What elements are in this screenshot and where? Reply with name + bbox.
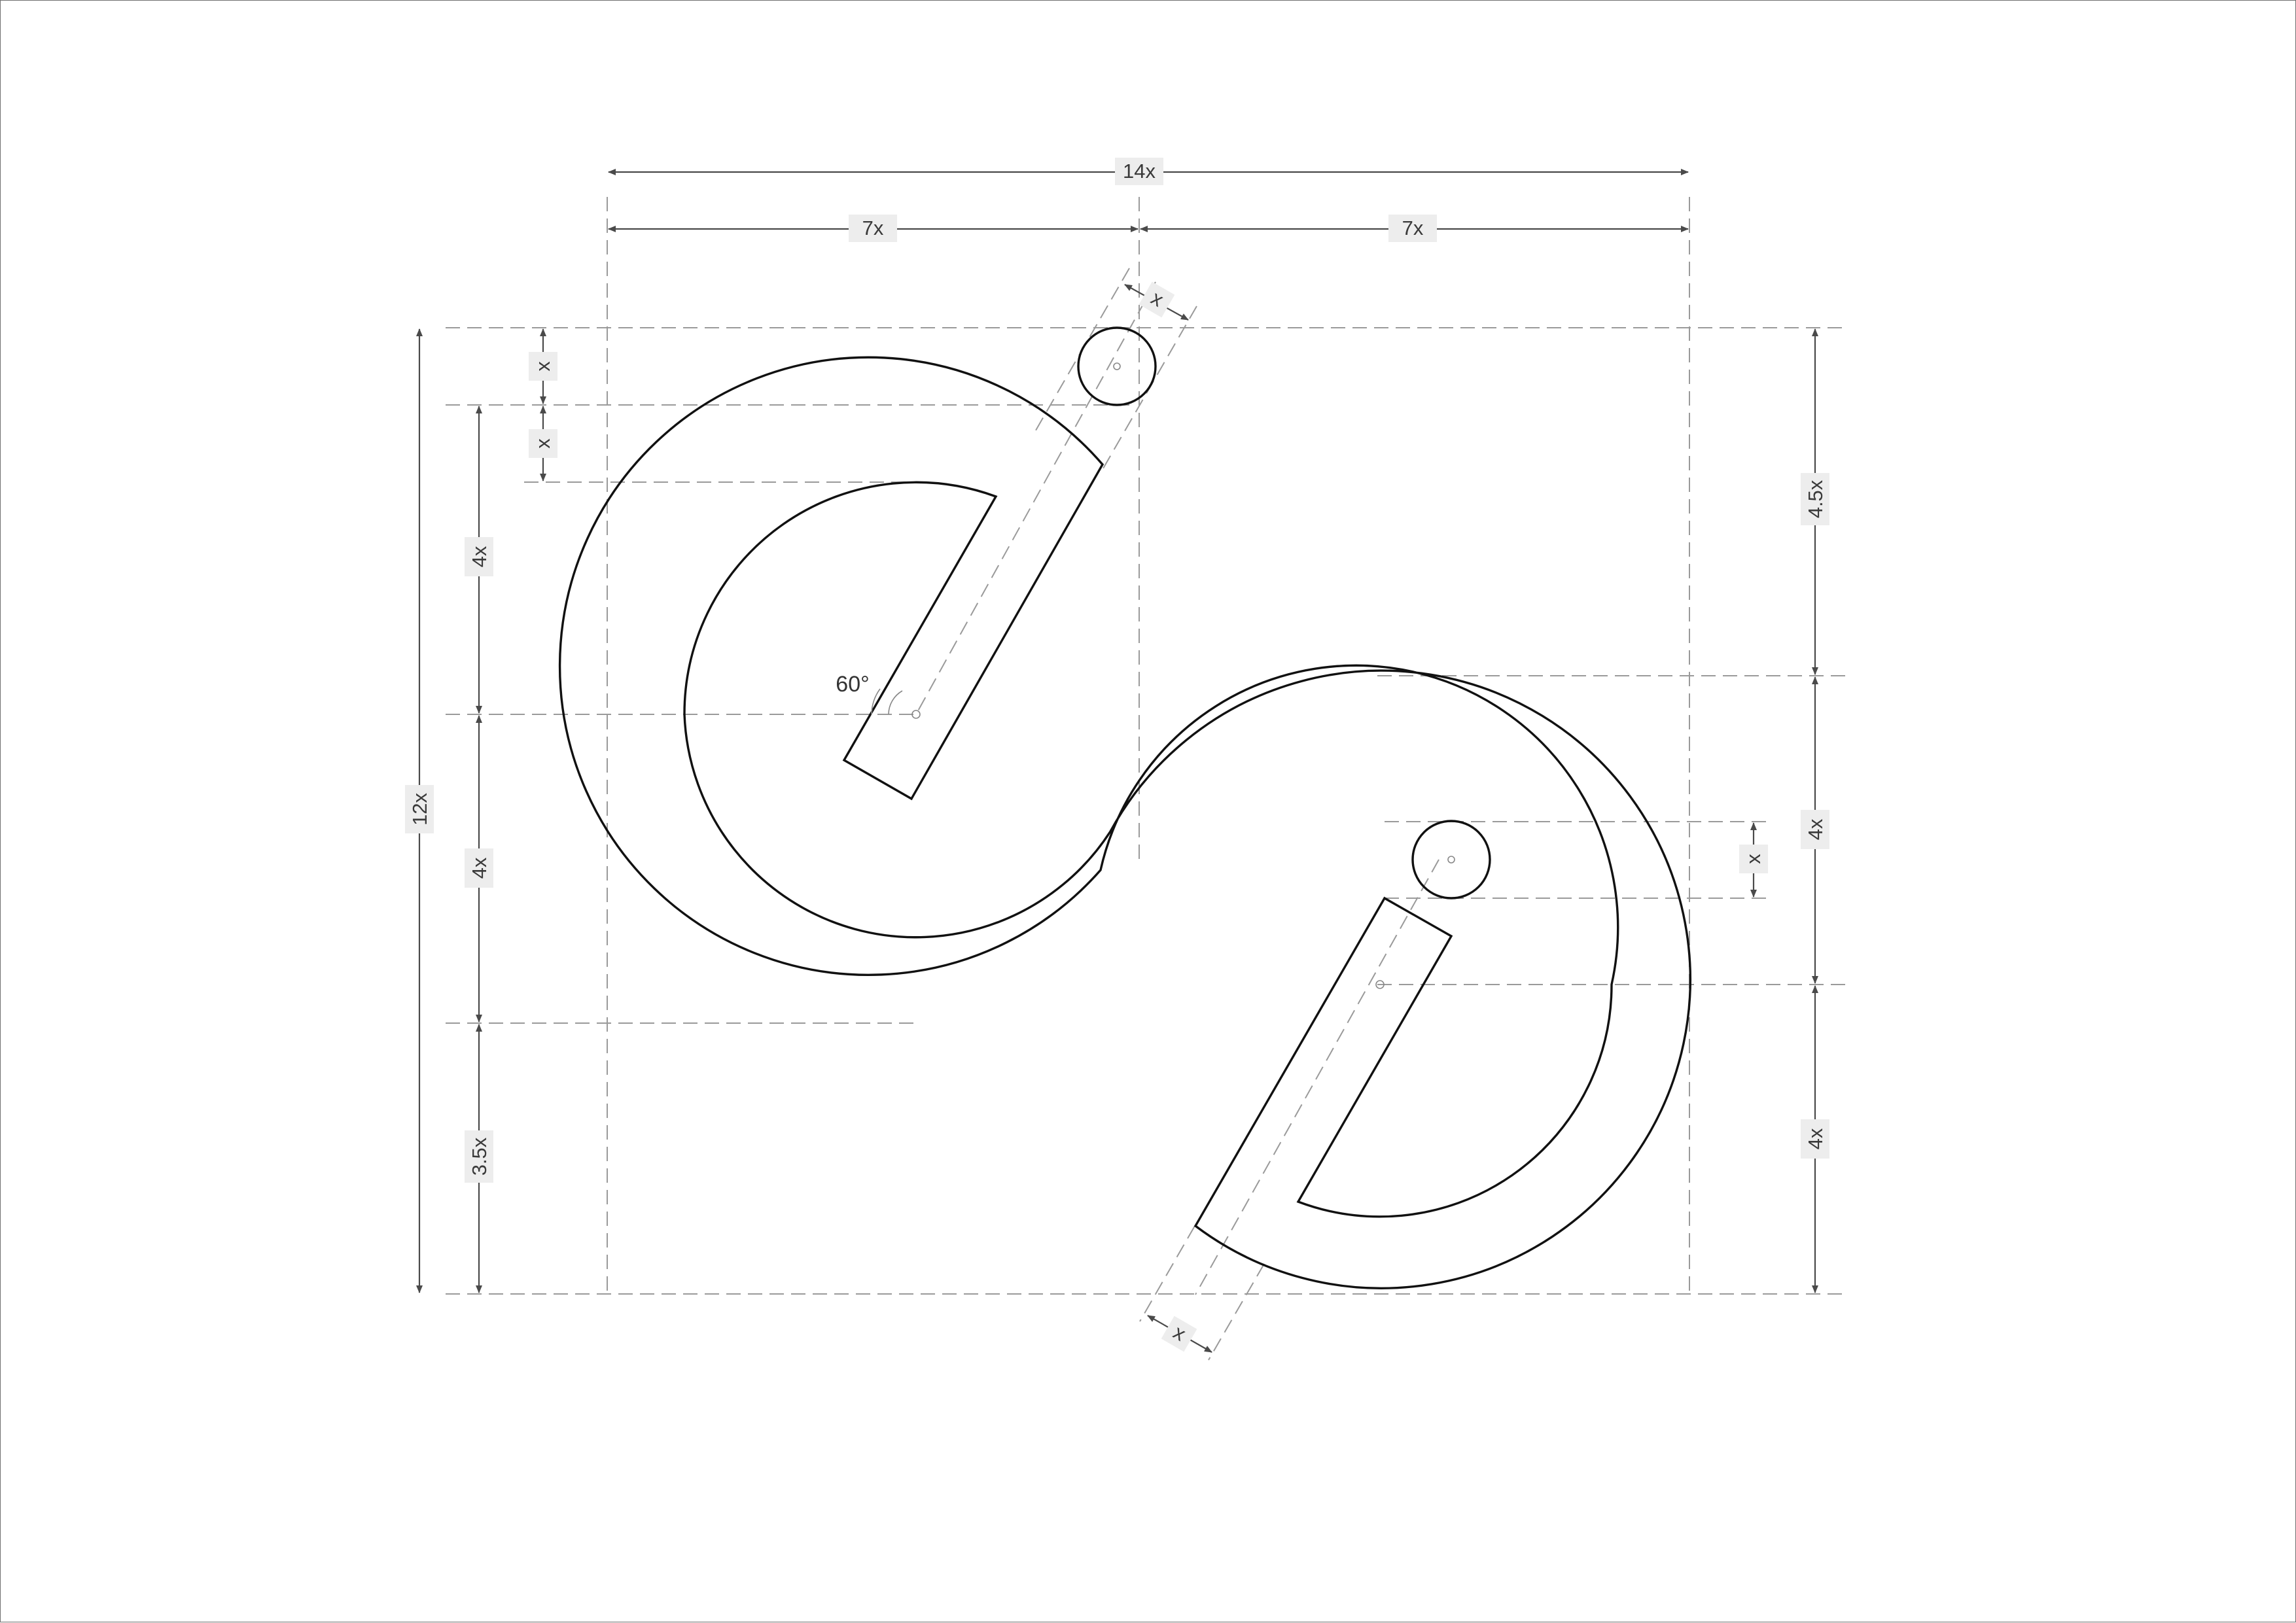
label-total-width: 14x	[1115, 158, 1163, 185]
label-angle: 60°	[836, 672, 869, 697]
dot-top	[1077, 326, 1157, 406]
label-right-half: 7x	[1388, 215, 1437, 242]
angle-arc-outer	[871, 688, 881, 715]
label-right-bottom: 4x	[1801, 1119, 1829, 1159]
logo-swash-outline	[558, 356, 1691, 1289]
label-right-middle-text: 4x	[1804, 818, 1827, 840]
dimension-lines	[416, 169, 1818, 1353]
label-left-bottom-text: 3.5x	[468, 1137, 491, 1176]
label-stem-width-top: x	[1139, 281, 1175, 318]
logo-outline	[558, 326, 1691, 1289]
dot-bottom	[1411, 820, 1491, 899]
label-left-upper: 4x	[465, 537, 493, 576]
label-left-half: 7x	[849, 215, 897, 242]
label-total-height: 12x	[405, 785, 434, 833]
guide-bottom-stem-right	[1208, 1263, 1265, 1361]
label-left-lower-text: 4x	[468, 857, 491, 879]
center-point-bottom-dot	[1447, 856, 1455, 864]
center-point-right-arc	[1375, 980, 1385, 989]
label-stem-width-bottom: x	[1161, 1316, 1197, 1352]
label-right-top: 4.5x	[1801, 473, 1829, 525]
center-point-top-dot	[1113, 362, 1121, 370]
guide-top-stem-center	[915, 281, 1156, 715]
angle-arc	[888, 690, 903, 715]
label-left-top-dot: x	[529, 352, 557, 381]
label-right-bottom-text: 4x	[1804, 1128, 1827, 1149]
label-total-width-text: 14x	[1123, 160, 1156, 183]
label-left-upper-text: 4x	[468, 546, 491, 567]
construction-guides	[446, 197, 1846, 1361]
center-point-left-arc	[911, 710, 921, 719]
label-left-lower: 4x	[465, 848, 493, 888]
label-right-top-text: 4.5x	[1804, 480, 1827, 518]
guide-bottom-stem-center	[1195, 859, 1439, 1295]
label-left-top-gap: x	[529, 429, 557, 458]
label-right-half-text: 7x	[1402, 217, 1424, 239]
label-right-middle: 4x	[1801, 810, 1829, 849]
label-total-height-text: 12x	[408, 793, 431, 826]
label-right-dot: x	[1739, 845, 1768, 873]
label-left-bottom: 3.5x	[465, 1130, 493, 1183]
guide-bottom-stem-left	[1139, 1225, 1195, 1322]
label-left-top-dot-text: x	[531, 361, 554, 372]
label-left-half-text: 7x	[862, 217, 884, 239]
label-left-top-gap-text: x	[531, 438, 554, 449]
dimension-labels: 14x 7x 7x 12x x x 4x 4x	[405, 158, 1829, 1352]
label-right-dot-text: x	[1742, 854, 1765, 864]
